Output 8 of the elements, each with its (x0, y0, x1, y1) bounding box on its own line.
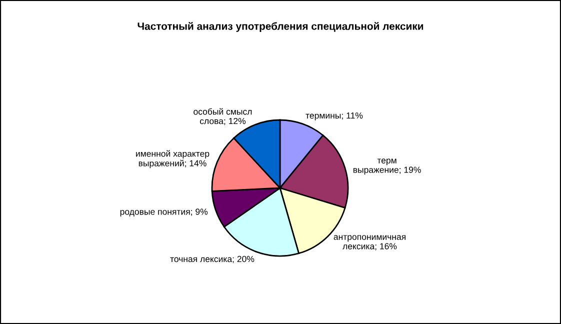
slice-label: терм выражение; 19% (353, 158, 421, 175)
slice-label: особый смысл слова; 12% (194, 108, 252, 126)
slice-label: термины; 11% (306, 112, 363, 120)
slice-label: антропонимичная лексика; 16% (334, 235, 406, 250)
slice-label: родовые понятия; 9% (120, 208, 208, 217)
chart-title: Частотный анализ употребления специальной лексики (138, 22, 424, 32)
slice-label: точная лексика; 20% (170, 256, 254, 264)
slice-label: именной характер выражений; 14% (136, 150, 210, 168)
